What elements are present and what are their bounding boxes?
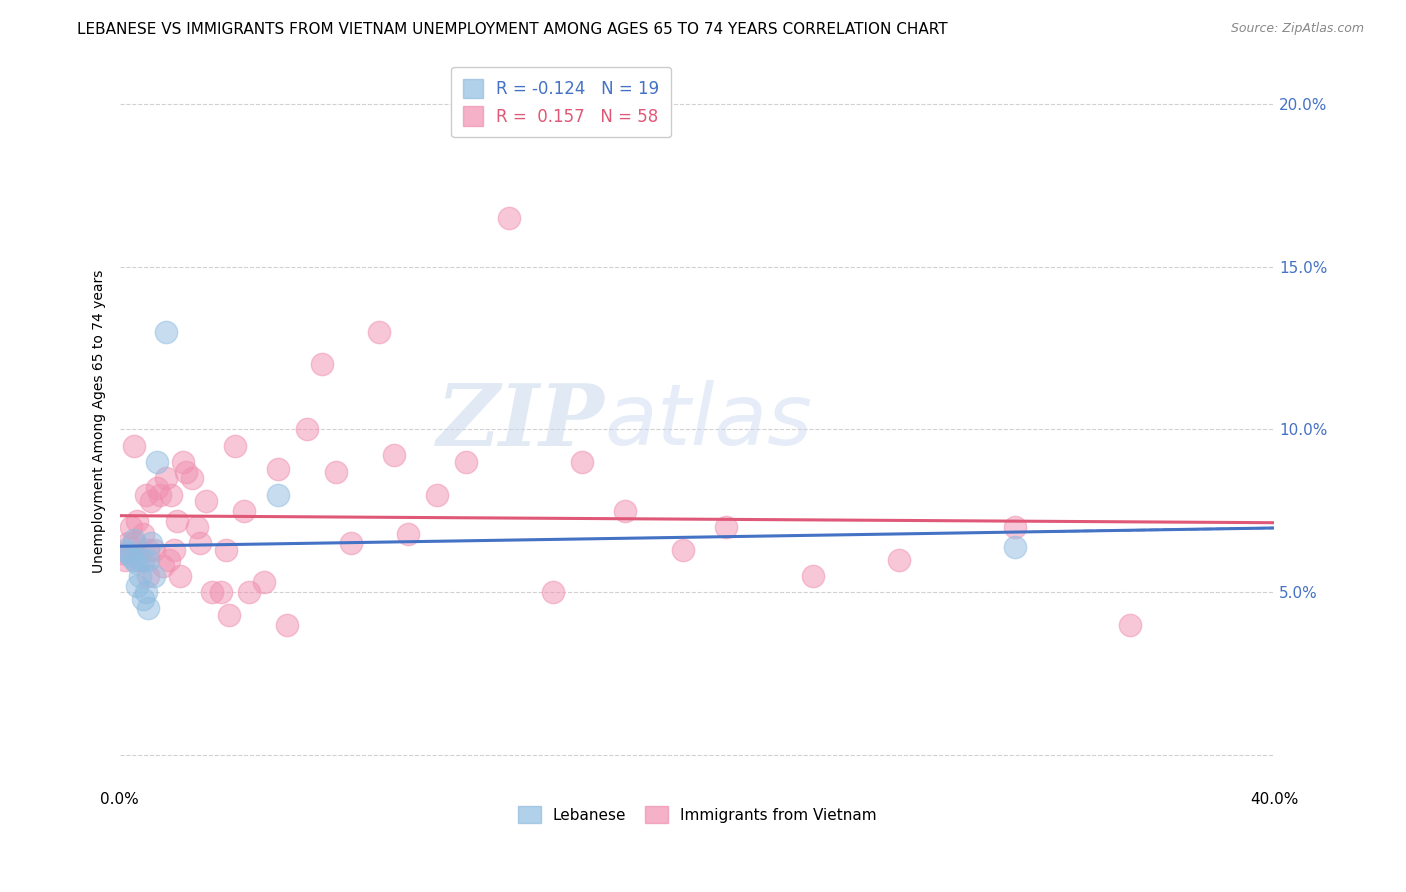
Point [325, 465, 347, 479]
Point [152, 559, 174, 574]
Text: Source: ZipAtlas.com: Source: ZipAtlas.com [1230, 22, 1364, 36]
Point [125, 514, 148, 528]
Point [238, 585, 260, 599]
Point [111, 546, 134, 560]
Point [276, 617, 298, 632]
Point [368, 325, 391, 339]
Point [138, 552, 160, 566]
Point [141, 536, 163, 550]
Point [190, 536, 212, 550]
Point [426, 487, 449, 501]
Point [195, 494, 218, 508]
Point [143, 569, 166, 583]
Point [117, 536, 139, 550]
Point [131, 552, 153, 566]
Point [339, 536, 361, 550]
Point [613, 504, 636, 518]
Point [498, 211, 520, 225]
Y-axis label: Unemployment Among Ages 65 to 74 years: Unemployment Among Ages 65 to 74 years [93, 269, 107, 573]
Point [138, 569, 160, 583]
Point [218, 607, 240, 622]
Point [224, 439, 246, 453]
Point [267, 487, 290, 501]
Point [155, 325, 177, 339]
Text: atlas: atlas [605, 380, 813, 463]
Point [382, 449, 405, 463]
Point [146, 455, 169, 469]
Point [801, 569, 824, 583]
Point [163, 542, 186, 557]
Point [172, 455, 194, 469]
Point [174, 465, 197, 479]
Point [141, 494, 163, 508]
Point [295, 422, 318, 436]
Point [122, 552, 145, 566]
Point [149, 487, 172, 501]
Point [122, 533, 145, 548]
Point [138, 542, 160, 557]
Point [541, 585, 564, 599]
Legend: Lebanese, Immigrants from Vietnam: Lebanese, Immigrants from Vietnam [510, 798, 884, 831]
Point [125, 579, 148, 593]
Point [125, 556, 148, 570]
Point [143, 542, 166, 557]
Point [454, 455, 477, 469]
Text: LEBANESE VS IMMIGRANTS FROM VIETNAM UNEMPLOYMENT AMONG AGES 65 TO 74 YEARS CORRE: LEBANESE VS IMMIGRANTS FROM VIETNAM UNEM… [77, 22, 948, 37]
Point [122, 439, 145, 453]
Point [180, 471, 202, 485]
Point [138, 601, 160, 615]
Point [232, 504, 254, 518]
Point [131, 526, 153, 541]
Point [128, 552, 150, 566]
Point [267, 461, 290, 475]
Point [155, 471, 177, 485]
Point [169, 569, 191, 583]
Point [114, 552, 136, 566]
Point [887, 552, 910, 566]
Text: ZIP: ZIP [437, 380, 605, 463]
Point [396, 526, 419, 541]
Point [1119, 617, 1142, 632]
Point [186, 520, 208, 534]
Point [134, 487, 156, 501]
Point [120, 549, 142, 564]
Point [160, 487, 183, 501]
Point [166, 514, 188, 528]
Point [114, 542, 136, 557]
Point [209, 585, 232, 599]
Point [128, 569, 150, 583]
Point [131, 591, 153, 606]
Point [1004, 540, 1026, 554]
Point [253, 575, 276, 590]
Point [571, 455, 593, 469]
Point [157, 552, 180, 566]
Point [122, 536, 145, 550]
Point [311, 357, 333, 371]
Point [215, 542, 238, 557]
Point [201, 585, 224, 599]
Point [117, 546, 139, 560]
Point [146, 481, 169, 495]
Point [120, 520, 142, 534]
Point [134, 585, 156, 599]
Point [714, 520, 737, 534]
Point [671, 542, 693, 557]
Point [1004, 520, 1026, 534]
